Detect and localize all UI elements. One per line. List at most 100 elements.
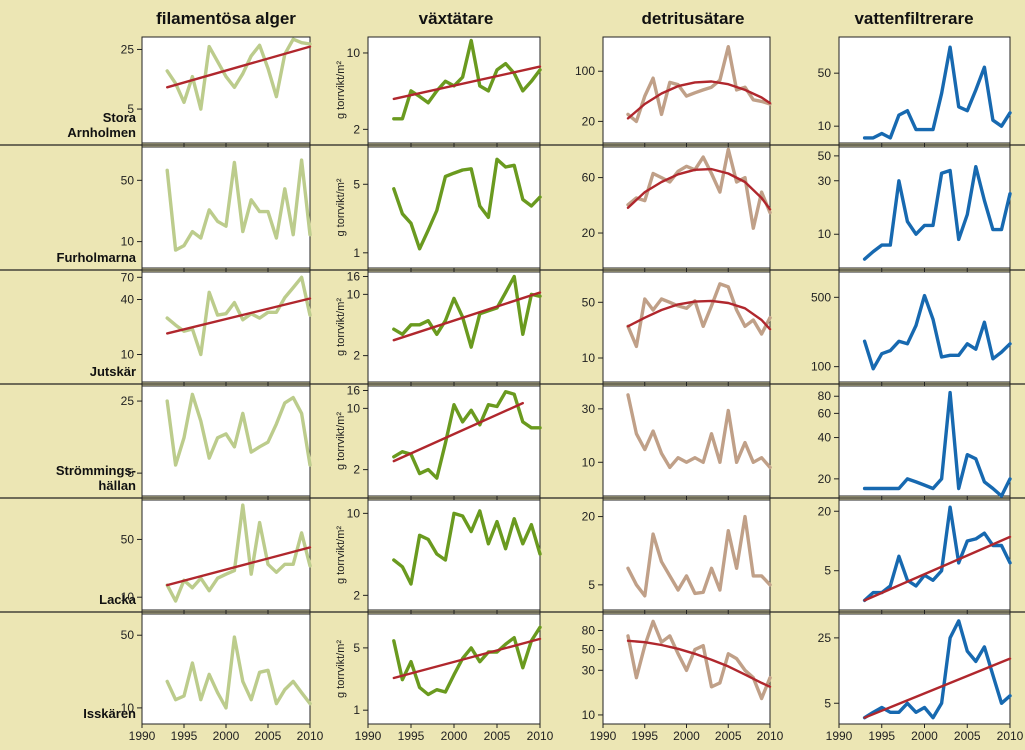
data-point <box>266 669 270 672</box>
data-point <box>521 89 524 93</box>
panel-stora-arnholmen-vaxtatare: 2 10g torrvikt/m² <box>335 36 542 147</box>
panel-lacka-filter: 5 20 <box>818 499 1012 614</box>
data-point <box>966 539 969 543</box>
data-point <box>470 345 473 349</box>
data-point <box>660 113 663 116</box>
data-point <box>250 572 253 576</box>
y-tick-label: 60 <box>582 171 596 185</box>
data-series-line <box>392 157 542 251</box>
data-point <box>940 477 943 481</box>
x-tick-label: 2010 <box>997 729 1024 743</box>
data-point <box>452 673 456 676</box>
data-point <box>957 619 960 623</box>
data-point <box>216 436 219 440</box>
data-point <box>1000 702 1003 705</box>
data-point <box>241 230 244 233</box>
data-point <box>409 323 413 326</box>
data-point <box>174 323 177 327</box>
data-point <box>635 432 638 435</box>
data-point <box>300 158 303 162</box>
data-point <box>275 571 278 574</box>
data-point <box>668 81 671 84</box>
data-point <box>435 476 438 480</box>
data-point <box>983 199 986 202</box>
data-point <box>880 706 883 709</box>
data-point <box>191 586 194 589</box>
data-series-line <box>392 274 542 349</box>
data-point <box>957 561 960 565</box>
data-point <box>530 80 533 83</box>
data-point <box>1008 342 1012 345</box>
data-point <box>401 678 404 681</box>
data-point <box>208 208 211 212</box>
trend-line <box>863 535 1012 602</box>
data-point <box>470 409 473 412</box>
y-tick-label: 50 <box>121 173 135 187</box>
data-point <box>292 680 295 683</box>
data-point <box>504 165 507 169</box>
data-point <box>418 95 421 98</box>
data-point <box>768 466 772 469</box>
data-point <box>735 180 738 184</box>
panel-furholmarna-alger: 10 50 <box>121 146 312 272</box>
data-point <box>991 118 995 122</box>
data-point <box>216 60 219 63</box>
data-point <box>233 445 236 449</box>
data-series-line <box>626 393 772 470</box>
y-tick-label: 2 <box>353 463 360 477</box>
data-point <box>266 440 270 444</box>
y-tick-label: 100 <box>575 64 595 78</box>
data-point <box>401 212 404 215</box>
data-point <box>409 660 413 663</box>
y-tick-label: 30 <box>818 174 832 188</box>
row-label-strommingshallan: Strömmings-hällan <box>56 463 136 493</box>
data-point <box>897 487 901 490</box>
data-point <box>392 328 395 331</box>
data-point <box>889 584 892 588</box>
data-point <box>233 569 236 572</box>
data-point <box>452 512 456 515</box>
row-label-line: Jutskär <box>90 364 136 379</box>
panels-layer: Stora Arnholmen Furholmarna Jutskär Strömmin… <box>0 36 1025 743</box>
y-axis-label: g torrvikt/m² <box>335 640 347 698</box>
data-point <box>308 42 312 46</box>
data-point <box>710 567 713 570</box>
data-point <box>983 531 986 535</box>
y-tick-label: 5 <box>824 564 831 578</box>
data-point <box>966 213 969 216</box>
trend-line <box>392 65 542 101</box>
panel-furholmarna-filter: 10 30 50 <box>818 146 1012 272</box>
data-point <box>216 220 219 223</box>
data-point <box>880 487 883 490</box>
data-point <box>452 297 456 300</box>
panel-frame <box>838 385 1011 497</box>
data-point <box>760 574 763 578</box>
data-point <box>461 420 464 424</box>
data-point <box>224 572 228 576</box>
data-point <box>275 95 278 98</box>
data-point <box>401 450 404 453</box>
data-point <box>208 45 211 48</box>
data-point <box>991 673 995 677</box>
data-point <box>702 591 705 594</box>
data-point <box>470 39 473 42</box>
data-series-line <box>165 392 312 467</box>
data-point <box>409 89 413 93</box>
data-point <box>676 588 680 592</box>
x-tick-label: 1990 <box>590 729 617 743</box>
column-title-filamentous-algae: filamentösa alger <box>156 9 296 28</box>
data-point <box>292 286 295 289</box>
data-point <box>974 457 977 461</box>
data-point <box>966 342 969 345</box>
data-point <box>283 688 286 691</box>
data-point <box>1008 561 1012 565</box>
x-tick-label: 2010 <box>297 729 324 743</box>
data-point <box>461 168 464 172</box>
data-point <box>452 171 456 175</box>
data-point <box>504 643 507 646</box>
y-tick-label: 10 <box>347 46 361 60</box>
y-tick-label: 1 <box>353 703 360 717</box>
data-point <box>923 706 926 709</box>
data-point <box>1008 477 1012 481</box>
